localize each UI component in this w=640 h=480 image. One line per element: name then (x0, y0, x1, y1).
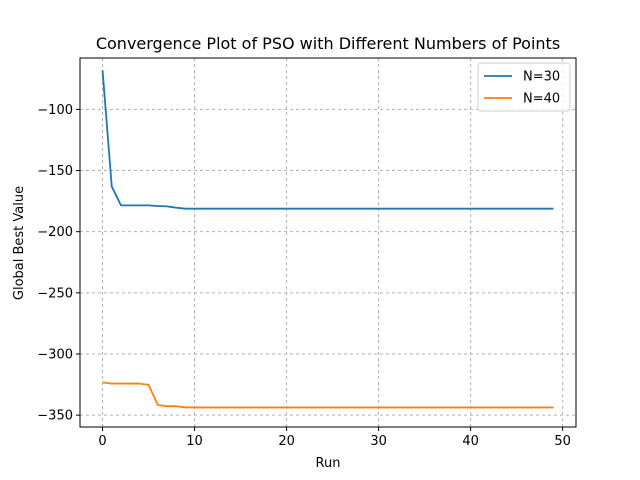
grid (80, 58, 576, 427)
y-tick-label: −250 (37, 286, 73, 301)
x-tick-label: 30 (370, 434, 387, 449)
x-tick-label: 40 (462, 434, 479, 449)
y-tick-label: −300 (37, 347, 73, 362)
y-tick-label: −100 (37, 103, 73, 118)
legend-box (477, 62, 571, 112)
y-tick-label: −350 (37, 409, 73, 424)
y-tick-label: −150 (37, 164, 73, 179)
x-tick-label: 0 (98, 434, 106, 449)
legend-label: N=40 (523, 92, 560, 107)
plot-frame (79, 57, 577, 428)
x-tick-label: 20 (278, 434, 295, 449)
y-axis-label: Global Best Value (12, 186, 27, 300)
x-tick-label: 10 (186, 434, 203, 449)
series-line-2 (102, 381, 554, 409)
series-lines (101, 70, 554, 409)
y-axis: −100 −150 −200 −250 −300 −350 (37, 103, 80, 424)
legend: N=30 N=40 (477, 62, 571, 112)
legend-label: N=30 (523, 70, 560, 85)
series-line-1 (101, 70, 554, 210)
chart-title: Convergence Plot of PSO with Different N… (96, 34, 560, 53)
x-axis: 0 10 20 30 40 50 (98, 427, 571, 449)
x-axis-label: Run (316, 456, 341, 471)
y-tick-label: −200 (37, 225, 73, 240)
x-tick-label: 50 (554, 434, 571, 449)
